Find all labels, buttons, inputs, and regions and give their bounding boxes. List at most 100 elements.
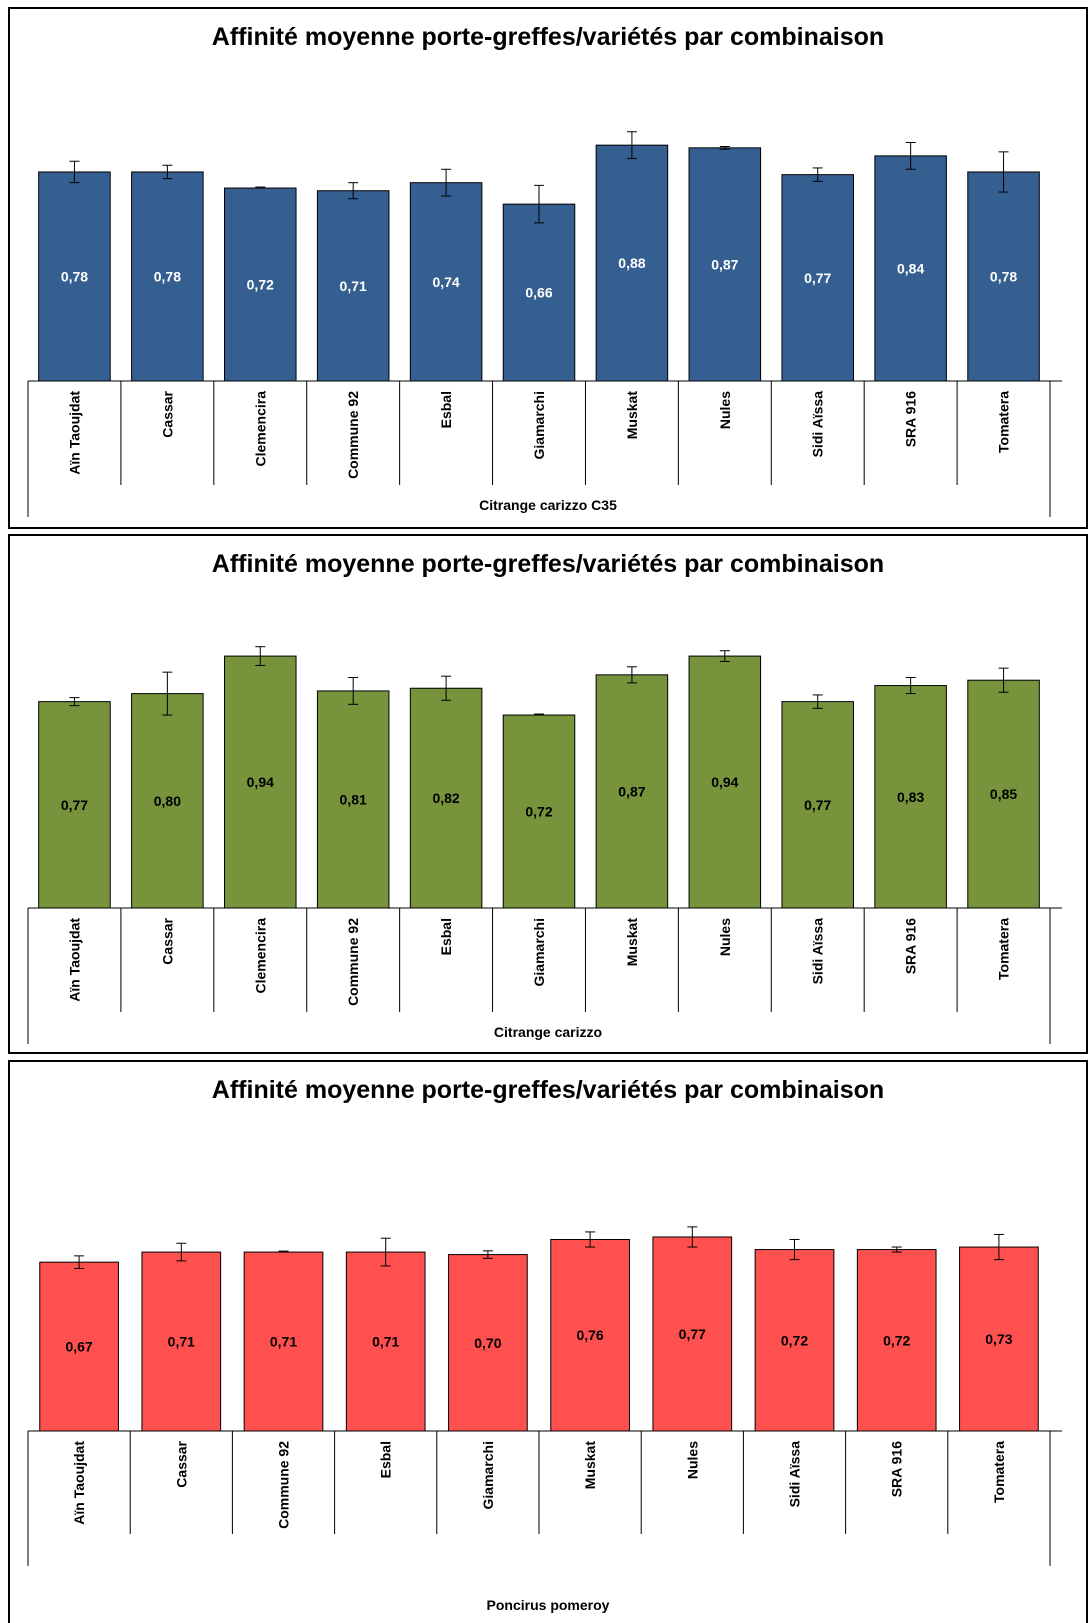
bar [141, 1251, 222, 1432]
bar [595, 674, 669, 909]
value-label: 0,71 [340, 278, 367, 294]
category-label: Aïn Taoujdat [71, 1441, 87, 1525]
category-label: Cassar [159, 390, 175, 437]
bar [38, 171, 111, 382]
value-label: 0,81 [340, 791, 367, 807]
category-label: Giamarchi [531, 391, 547, 459]
value-label: 0,77 [804, 797, 831, 813]
bar [874, 685, 947, 909]
chart-title: Affinité moyenne porte-greffes/variétés … [211, 23, 885, 51]
error-bars [69, 646, 1009, 716]
bar [224, 655, 297, 909]
value-label: 0,71 [168, 1334, 195, 1350]
bar [781, 701, 854, 909]
value-label: 0,71 [372, 1334, 399, 1350]
bar-chart-c35: 0,78 0,78 0,72 0,71 0,74 0,66 0,88 0,87 0,77 0,84… [27, 131, 1062, 517]
bars [39, 1236, 1039, 1432]
value-label: 0,78 [61, 268, 88, 284]
category-label: Clemencira [252, 918, 268, 994]
category-label: Commune 92 [345, 391, 361, 479]
value-label: 0,85 [990, 786, 1017, 802]
value-label: 0,88 [618, 255, 645, 271]
value-label: 0,80 [154, 793, 181, 809]
value-label: 0,73 [985, 1331, 1012, 1347]
chart-panel-carizzo: Affinité moyenne porte-greffes/variétés … [8, 534, 1088, 1054]
category-label: Nules [717, 391, 733, 429]
value-label: 0,66 [525, 285, 552, 301]
value-label: 0,78 [154, 268, 181, 284]
category-label: SRA 916 [903, 918, 919, 975]
chart-title: Affinité moyenne porte-greffes/variétés … [211, 1076, 885, 1104]
group-label: Citrange carizzo C35 [479, 497, 617, 513]
category-label: Muskat [624, 918, 640, 967]
value-labels: 0,78 0,78 0,72 0,71 0,74 0,66 0,88 0,87 0,77 0,84… [61, 255, 1018, 300]
bar [550, 1238, 630, 1432]
category-label: Esbal [378, 1441, 394, 1478]
category-label: Tomatera [996, 391, 1012, 453]
category-labels: Aïn Taoujdat Cassar Commune 92 Esbal Giamarc… [71, 1440, 1007, 1528]
value-label: 0,72 [781, 1332, 808, 1348]
category-label: Commune 92 [276, 1441, 292, 1529]
bars [38, 144, 1040, 382]
value-label: 0,77 [61, 797, 88, 813]
category-label: Aïn Taoujdat [66, 918, 82, 1002]
category-axis [27, 907, 1062, 1044]
category-label: SRA 916 [889, 1441, 905, 1498]
bar [856, 1249, 937, 1432]
value-label: 0,87 [618, 783, 645, 799]
category-label: Sidi Aïssa [810, 918, 826, 985]
category-label: Clemencira [252, 391, 268, 467]
chart-title: Affinité moyenne porte-greffes/variétés … [211, 550, 885, 578]
category-label: Esbal [438, 918, 454, 955]
category-label: Muskat [624, 391, 640, 440]
bar-chart-pomeroy: 0,67 0,71 0,71 0,71 0,70 0,76 0,77 0,72 0,72 0,73… [27, 1226, 1062, 1566]
value-label: 0,83 [897, 789, 924, 805]
category-label: Cassar [173, 1440, 189, 1487]
value-label: 0,78 [990, 268, 1017, 284]
bar [38, 701, 111, 909]
bar [448, 1254, 528, 1432]
value-label: 0,77 [804, 270, 831, 286]
category-label: SRA 916 [903, 391, 919, 448]
bar [409, 687, 483, 909]
bar [131, 693, 204, 909]
bar [874, 155, 947, 382]
bar [316, 190, 390, 382]
category-axis [27, 380, 1062, 517]
category-label: Esbal [438, 391, 454, 428]
category-label: Tomatera [996, 918, 1012, 980]
category-label: Commune 92 [345, 918, 361, 1006]
value-label: 0,84 [897, 260, 924, 276]
bar [688, 147, 762, 382]
value-label: 0,94 [711, 774, 738, 790]
bar [224, 187, 297, 382]
value-label: 0,94 [247, 774, 274, 790]
value-label: 0,72 [883, 1332, 910, 1348]
bar [595, 144, 669, 382]
value-label: 0,71 [270, 1334, 297, 1350]
bar [754, 1249, 835, 1432]
value-label: 0,76 [576, 1327, 603, 1343]
value-labels: 0,67 0,71 0,71 0,71 0,70 0,76 0,77 0,72 0,72 0,73 [65, 1326, 1012, 1355]
bars [38, 655, 1040, 909]
category-labels: Aïn Taoujdat Cassar Clemencira Commune 92 Es… [66, 390, 1011, 478]
bar-chart-carizzo: 0,77 0,80 0,94 0,81 0,82 0,72 0,87 0,94 0,77 0,83… [27, 646, 1062, 1044]
value-label: 0,72 [525, 804, 552, 820]
value-label: 0,82 [432, 790, 459, 806]
bar [39, 1261, 119, 1432]
error-bars [74, 1226, 1004, 1269]
bar [652, 1236, 733, 1432]
error-bars [69, 131, 1009, 224]
category-label: Sidi Aïssa [787, 1441, 803, 1508]
category-label: Tomatera [991, 1441, 1007, 1503]
bar [688, 655, 762, 909]
category-label: Nules [717, 918, 733, 956]
category-label: Muskat [582, 1441, 598, 1490]
value-labels: 0,77 0,80 0,94 0,81 0,82 0,72 0,87 0,94 0,77 0,83… [61, 774, 1018, 819]
category-label: Giamarchi [531, 918, 547, 986]
category-label: Aïn Taoujdat [66, 391, 82, 475]
category-label: Giamarchi [480, 1441, 496, 1509]
group-label: Citrange carizzo [493, 1024, 603, 1040]
group-label: Poncirus pomeroy [486, 1597, 610, 1613]
value-label: 0,70 [474, 1335, 501, 1351]
